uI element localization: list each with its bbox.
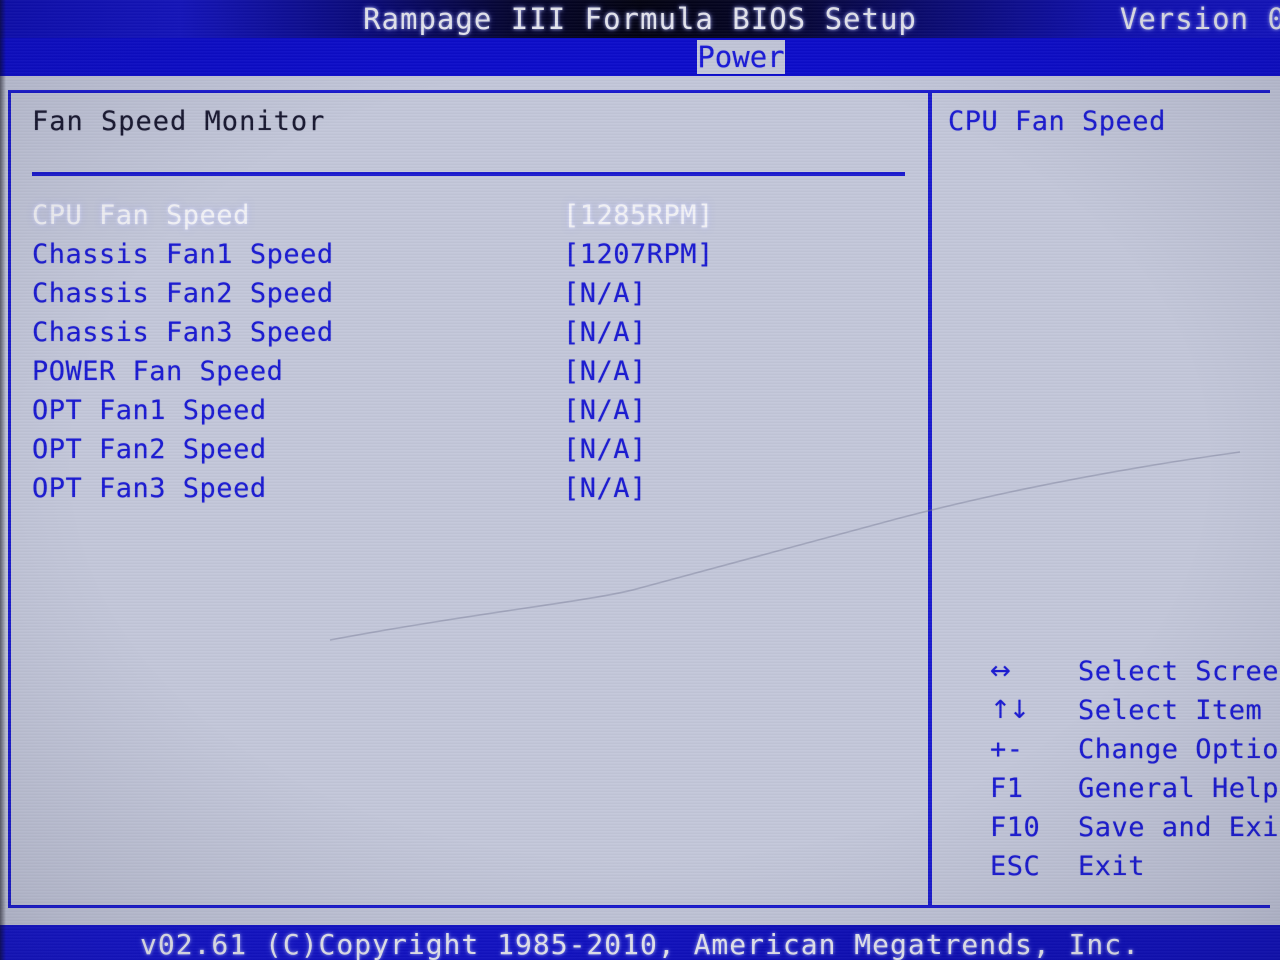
bios-version-label: Version 0 bbox=[1119, 2, 1280, 36]
fan-value: [N/A] bbox=[563, 356, 647, 387]
fan-speed-monitor-pane: Fan Speed Monitor CPU Fan Speed [1285RPM]… bbox=[30, 106, 910, 504]
body-area: Fan Speed Monitor CPU Fan Speed [1285RPM]… bbox=[0, 76, 1280, 960]
fan-label: CPU Fan Speed bbox=[32, 200, 250, 231]
f10-key-icon: F10 bbox=[990, 812, 1041, 843]
key-legend-description: Select Item bbox=[1078, 695, 1263, 726]
fan-label: OPT Fan2 Speed bbox=[32, 434, 267, 465]
content-panel bbox=[8, 90, 1270, 908]
menu-bar[interactable]: Power bbox=[0, 38, 1280, 76]
key-legend-row: +- Change Option bbox=[990, 734, 1280, 773]
left-right-arrow-icon: ↔ bbox=[990, 656, 1011, 685]
key-legend-description: Select Screen bbox=[1078, 656, 1280, 687]
fan-value: [N/A] bbox=[563, 434, 647, 465]
section-divider bbox=[32, 172, 905, 176]
key-legend: ↔ Select Screen ↑↓ Select Item +- Change Opti… bbox=[990, 656, 1280, 890]
page-title: Rampage III Formula BIOS Setup bbox=[363, 2, 917, 36]
key-legend-description: Exit bbox=[1078, 851, 1146, 882]
esc-key-icon: ESC bbox=[990, 851, 1041, 882]
help-text: CPU Fan Speed bbox=[948, 106, 1166, 137]
fan-value: [1207RPM] bbox=[563, 239, 714, 270]
tab-power[interactable]: Power bbox=[697, 40, 785, 74]
section-heading: Fan Speed Monitor bbox=[32, 106, 326, 137]
fan-label: OPT Fan1 Speed bbox=[32, 395, 267, 426]
f1-key-icon: F1 bbox=[990, 773, 1024, 804]
fan-label: Chassis Fan3 Speed bbox=[32, 317, 334, 348]
fan-row[interactable]: OPT Fan2 Speed [N/A] bbox=[30, 434, 910, 473]
fan-value: [N/A] bbox=[563, 473, 647, 504]
fan-value: [N/A] bbox=[563, 317, 647, 348]
fan-value: [N/A] bbox=[563, 395, 647, 426]
fan-row[interactable]: OPT Fan1 Speed [N/A] bbox=[30, 395, 910, 434]
copyright-text: v02.61 (C)Copyright 1985-2010, American … bbox=[139, 928, 1140, 960]
fan-label: Chassis Fan1 Speed bbox=[32, 239, 334, 270]
fan-row[interactable]: Chassis Fan2 Speed [N/A] bbox=[30, 278, 910, 317]
plus-minus-icon: +- bbox=[990, 734, 1024, 765]
panel-divider bbox=[928, 90, 932, 908]
fan-value: [N/A] bbox=[563, 278, 647, 309]
key-legend-row: ESC Exit bbox=[990, 851, 1280, 890]
fan-row[interactable]: OPT Fan3 Speed [N/A] bbox=[30, 473, 910, 512]
key-legend-description: Save and Exit bbox=[1078, 812, 1280, 843]
fan-value: [1285RPM] bbox=[563, 200, 714, 231]
fan-label: Chassis Fan2 Speed bbox=[32, 278, 334, 309]
key-legend-description: General Help bbox=[1078, 773, 1280, 804]
key-legend-row: ↑↓ Select Item bbox=[990, 695, 1280, 734]
fan-label: POWER Fan Speed bbox=[32, 356, 284, 387]
key-legend-description: Change Option bbox=[1078, 734, 1280, 765]
up-down-arrow-icon: ↑↓ bbox=[990, 695, 1030, 724]
fan-row[interactable]: Chassis Fan1 Speed [1207RPM] bbox=[30, 239, 910, 278]
fan-row[interactable]: POWER Fan Speed [N/A] bbox=[30, 356, 910, 395]
fan-label: OPT Fan3 Speed bbox=[32, 473, 267, 504]
key-legend-row: F10 Save and Exit bbox=[990, 812, 1280, 851]
fan-speed-list: CPU Fan Speed [1285RPM] Chassis Fan1 Speed… bbox=[30, 200, 910, 512]
help-pane: CPU Fan Speed bbox=[948, 106, 1268, 137]
fan-row[interactable]: Chassis Fan3 Speed [N/A] bbox=[30, 317, 910, 356]
key-legend-row: F1 General Help bbox=[990, 773, 1280, 812]
fan-row[interactable]: CPU Fan Speed [1285RPM] bbox=[30, 200, 910, 239]
key-legend-row: ↔ Select Screen bbox=[990, 656, 1280, 695]
title-bar: Rampage III Formula BIOS Setup Version 0 bbox=[0, 0, 1280, 38]
footer-bar: v02.61 (C)Copyright 1985-2010, American … bbox=[0, 925, 1280, 960]
